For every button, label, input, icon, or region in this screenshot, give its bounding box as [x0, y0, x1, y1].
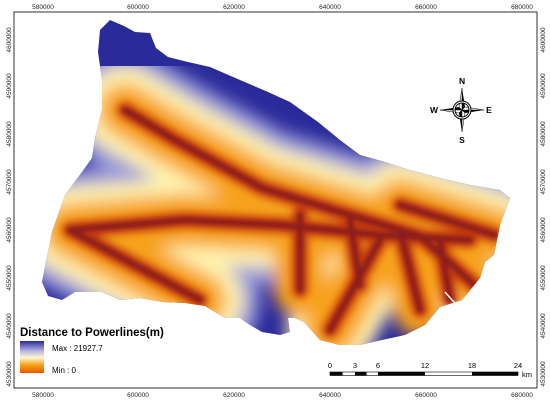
y-ticks-left: 4600000 4590000 4580000 4570000 4560000 … — [6, 27, 13, 387]
y-tick-label: 4600000 — [540, 27, 547, 53]
compass-south-label: S — [459, 135, 465, 145]
scale-label: 12 — [421, 361, 429, 370]
y-tick-label: 4590000 — [540, 73, 547, 99]
y-tick-label: 4570000 — [540, 169, 547, 195]
coastline-inlet — [444, 291, 463, 313]
compass-east-label: E — [486, 105, 492, 115]
scale-label: 0 — [328, 361, 332, 370]
distance-raster — [42, 20, 510, 345]
y-tick-label: 4540000 — [6, 313, 13, 339]
legend-color-ramp — [20, 341, 44, 373]
x-tick-label: 640000 — [319, 4, 341, 11]
y-tick-label: 4540000 — [540, 313, 547, 339]
y-tick-label: 4570000 — [6, 169, 13, 195]
x-tick-label: 600000 — [127, 392, 149, 399]
x-tick-label: 600000 — [127, 4, 149, 11]
y-tick-label: 4560000 — [6, 217, 13, 243]
x-tick-label: 680000 — [511, 392, 533, 399]
compass-north-label: N — [459, 76, 465, 86]
y-tick-label: 4580000 — [6, 121, 13, 147]
x-ticks-bottom: 580000 600000 620000 640000 660000 68000… — [32, 392, 533, 399]
legend-min-label: Min : 0 — [52, 366, 77, 375]
y-tick-label: 4580000 — [540, 121, 547, 147]
y-tick-label: 4530000 — [6, 361, 13, 387]
map-frame — [13, 11, 538, 389]
scale-bar: 0 3 6 12 18 24 km — [328, 361, 532, 379]
y-tick-label: 4550000 — [540, 265, 547, 291]
y-tick-label: 4550000 — [6, 265, 13, 291]
legend: Distance to Powerlines(m) Max : 21927.7 … — [20, 327, 164, 375]
legend-title: Distance to Powerlines(m) — [20, 327, 164, 339]
x-tick-label: 620000 — [223, 4, 245, 11]
x-tick-label: 580000 — [32, 4, 54, 11]
x-tick-label: 640000 — [319, 392, 341, 399]
compass-rose-icon — [439, 87, 485, 133]
y-tick-label: 4590000 — [6, 73, 13, 99]
compass-west-label: W — [430, 105, 439, 115]
x-tick-label: 660000 — [415, 4, 437, 11]
y-ticks-right: 4600000 4590000 4580000 4570000 4560000 … — [540, 27, 547, 387]
x-tick-label: 660000 — [415, 392, 437, 399]
y-tick-label: 4560000 — [540, 217, 547, 243]
scale-label: 18 — [468, 361, 476, 370]
x-ticks-top: 580000 600000 620000 640000 660000 68000… — [32, 4, 533, 11]
y-tick-label: 4600000 — [6, 27, 13, 53]
scale-label: 6 — [376, 361, 380, 370]
y-tick-label: 4530000 — [540, 361, 547, 387]
x-tick-label: 680000 — [511, 4, 533, 11]
scale-unit: km — [522, 370, 532, 379]
x-tick-label: 620000 — [223, 392, 245, 399]
x-tick-label: 580000 — [32, 392, 54, 399]
scale-label: 3 — [353, 361, 357, 370]
legend-max-label: Max : 21927.7 — [52, 344, 103, 353]
scale-label: 24 — [514, 361, 522, 370]
north-arrow: N S E W — [430, 76, 492, 145]
